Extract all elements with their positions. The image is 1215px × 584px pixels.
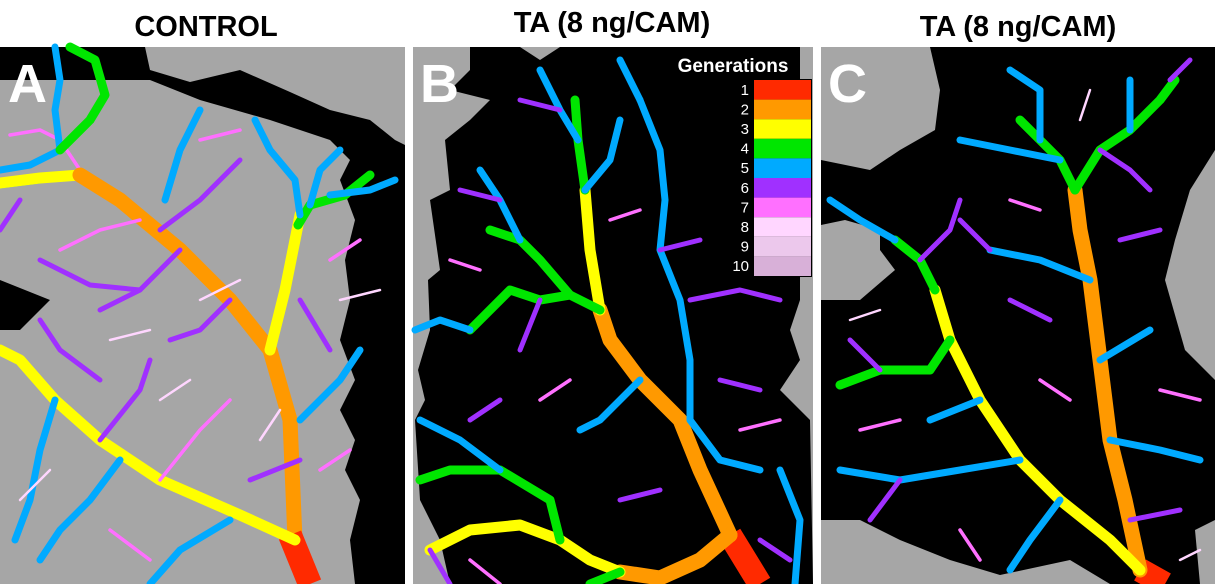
panel-title: TA (8 ng/CAM) bbox=[920, 11, 1117, 43]
legend-swatch bbox=[754, 178, 811, 198]
legend-swatch bbox=[754, 119, 811, 139]
legend-title: Generations bbox=[678, 56, 789, 77]
legend-swatch bbox=[754, 256, 811, 276]
legend-swatch bbox=[754, 100, 811, 120]
legend-swatch bbox=[754, 217, 811, 237]
legend-label: 9 bbox=[741, 239, 749, 256]
panel-letter: A bbox=[8, 54, 47, 114]
legend-label: 2 bbox=[741, 101, 749, 118]
legend-label: 4 bbox=[741, 141, 749, 158]
legend-label: 8 bbox=[741, 219, 749, 236]
vessel bbox=[55, 47, 60, 150]
panel-letter: C bbox=[828, 54, 867, 114]
legend-swatch bbox=[754, 80, 811, 100]
legend-swatch bbox=[754, 237, 811, 257]
legend-label: 6 bbox=[741, 180, 749, 197]
panel-letter: B bbox=[420, 54, 459, 114]
legend-swatch bbox=[754, 158, 811, 178]
legend-label: 3 bbox=[741, 121, 749, 138]
figure: CONTROL TA (8 ng/CAM) TA (8 ng/CAM) A B … bbox=[0, 0, 1215, 584]
legend-swatch bbox=[754, 139, 811, 159]
panel-title: CONTROL bbox=[134, 11, 277, 43]
legend-label: 1 bbox=[741, 82, 749, 99]
legend-label: 7 bbox=[741, 199, 749, 216]
legend-swatch bbox=[754, 198, 811, 218]
panel-title: TA (8 ng/CAM) bbox=[514, 7, 711, 39]
legend-label: 5 bbox=[741, 160, 749, 177]
legend-label: 10 bbox=[732, 258, 749, 275]
